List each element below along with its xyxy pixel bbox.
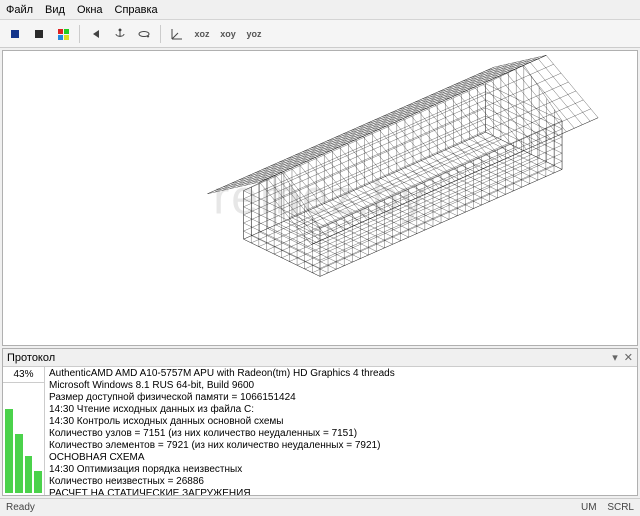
log-row[interactable]: 14:30 Оптимизация порядка неизвестных [47, 464, 635, 476]
thread-bar [34, 471, 42, 493]
view-xoy-button[interactable]: xoy [216, 25, 240, 43]
protocol-panel-header: Протокол ▾ ✕ [3, 349, 637, 367]
menu-file[interactable]: Файл [6, 4, 33, 16]
log-row[interactable]: 14:30 Чтение исходных данных из файла С: [47, 404, 635, 416]
toolbar-separator [160, 25, 161, 43]
toolbar-axis-button[interactable] [166, 23, 188, 45]
toolbar-btn-color[interactable] [52, 23, 74, 45]
toolbar-btn-1[interactable] [4, 23, 26, 45]
log-row[interactable]: 14:30 Контроль исходных данных основной … [47, 416, 635, 428]
status-scrl: SCRL [607, 502, 634, 513]
toolbar: xoz xoy yoz [0, 20, 640, 48]
square-icon [8, 27, 22, 41]
menubar: Файл Вид Окна Справка [0, 0, 640, 20]
status-um: UM [581, 502, 597, 513]
panel-pin-icon[interactable]: ▾ [612, 351, 618, 364]
log-row[interactable]: ОСНОВНАЯ СХЕМА [47, 452, 635, 464]
protocol-left-column: 43% [3, 367, 45, 495]
viewport[interactable]: remez.by [2, 50, 638, 346]
log-row[interactable]: Количество узлов = 7151 (из них количест… [47, 428, 635, 440]
log-row[interactable]: Microsoft Windows 8.1 RUS 64-bit, Build … [47, 380, 635, 392]
log-row[interactable]: Количество элементов = 7921 (из них коли… [47, 440, 635, 452]
menu-view[interactable]: Вид [45, 4, 65, 16]
arrow-left-icon [89, 27, 103, 41]
orbit-icon [137, 27, 151, 41]
thread-bar [5, 409, 13, 493]
view-xoz-button[interactable]: xoz [190, 25, 214, 43]
progress-label: 43% [3, 367, 44, 383]
status-left: Ready [6, 502, 35, 513]
thread-bar [15, 434, 23, 493]
thread-bars [3, 383, 44, 495]
square-dark-icon [32, 27, 46, 41]
log-row[interactable]: РАСЧЕТ НА СТАТИЧЕСКИЕ ЗАГРУЖЕНИЯ [47, 488, 635, 495]
toolbar-separator [79, 25, 80, 43]
view-yoz-button[interactable]: yoz [242, 25, 266, 43]
anchor-icon [113, 27, 127, 41]
protocol-panel-title: Протокол [7, 352, 55, 364]
log-row[interactable]: AuthenticAMD AMD A10-5757M APU with Rade… [47, 368, 635, 380]
panel-close-icon[interactable]: ✕ [624, 351, 633, 364]
protocol-panel: Протокол ▾ ✕ 43% AuthenticAMD AMD A10-57… [2, 348, 638, 496]
log-row[interactable]: Размер доступной физической памяти = 106… [47, 392, 635, 404]
protocol-log[interactable]: AuthenticAMD AMD A10-5757M APU with Rade… [45, 367, 637, 495]
log-row[interactable]: Количество неизвестных = 26886 [47, 476, 635, 488]
wireframe-model [3, 51, 637, 345]
toolbar-anchor-button[interactable] [109, 23, 131, 45]
axis-icon [170, 27, 184, 41]
toolbar-btn-2[interactable] [28, 23, 50, 45]
toolbar-back-button[interactable] [85, 23, 107, 45]
menu-help[interactable]: Справка [115, 4, 158, 16]
statusbar: Ready UM SCRL [0, 498, 640, 516]
color-squares-icon [56, 27, 70, 41]
toolbar-orbit-button[interactable] [133, 23, 155, 45]
menu-windows[interactable]: Окна [77, 4, 103, 16]
thread-bar [25, 456, 33, 493]
